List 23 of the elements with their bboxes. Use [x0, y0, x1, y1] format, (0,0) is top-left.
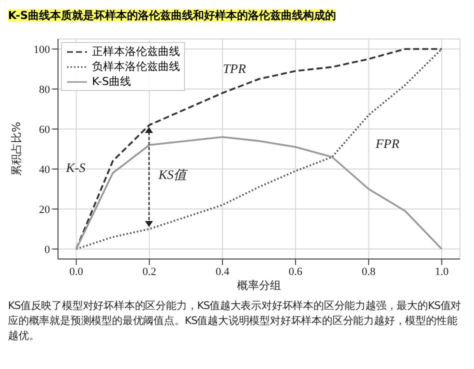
legend-label: 正样本洛伦兹曲线 — [92, 44, 180, 59]
x-tick-label: 1.0 — [434, 266, 450, 278]
x-tick-label: 0.8 — [362, 266, 376, 278]
chart-title: K-S曲线本质就是坏样本的洛伦兹曲线和好样本的洛伦兹曲线构成的 — [8, 9, 336, 22]
y-axis-title: 累积占比% — [10, 120, 24, 178]
y-tick-label: 60 — [39, 124, 50, 136]
y-tick-label: 100 — [34, 44, 50, 56]
text: KS值反映了模型对好坏样本的区分能力，KS值越大表示对好坏样本的区分能力越强，最大的KS值对应的概率就是预测模型的最优阈值点。KS值越大说明模型对好坏样本的区分能力越好，模型的性能越优。 — [8, 299, 462, 344]
annotation: FPR — [376, 136, 400, 151]
legend-label: K-S曲线 — [92, 74, 132, 89]
y-tick-label: 20 — [39, 204, 50, 216]
x-tick-label: 0.0 — [69, 266, 84, 278]
legend-label: 负样本洛伦兹曲线 — [92, 59, 180, 74]
y-tick-label: 40 — [39, 164, 50, 176]
annotation: KS值 — [158, 166, 187, 182]
x-tick-label: 0.2 — [142, 266, 156, 278]
y-tick-label: 0 — [44, 244, 50, 256]
annotation: K-S — [66, 160, 86, 175]
annotation: TPR — [222, 61, 246, 76]
x-tick-label: 0.6 — [288, 266, 303, 278]
x-axis-title: 概率分组 — [236, 279, 282, 293]
y-tick-label: 80 — [39, 84, 50, 96]
x-tick-label: 0.4 — [216, 266, 230, 278]
